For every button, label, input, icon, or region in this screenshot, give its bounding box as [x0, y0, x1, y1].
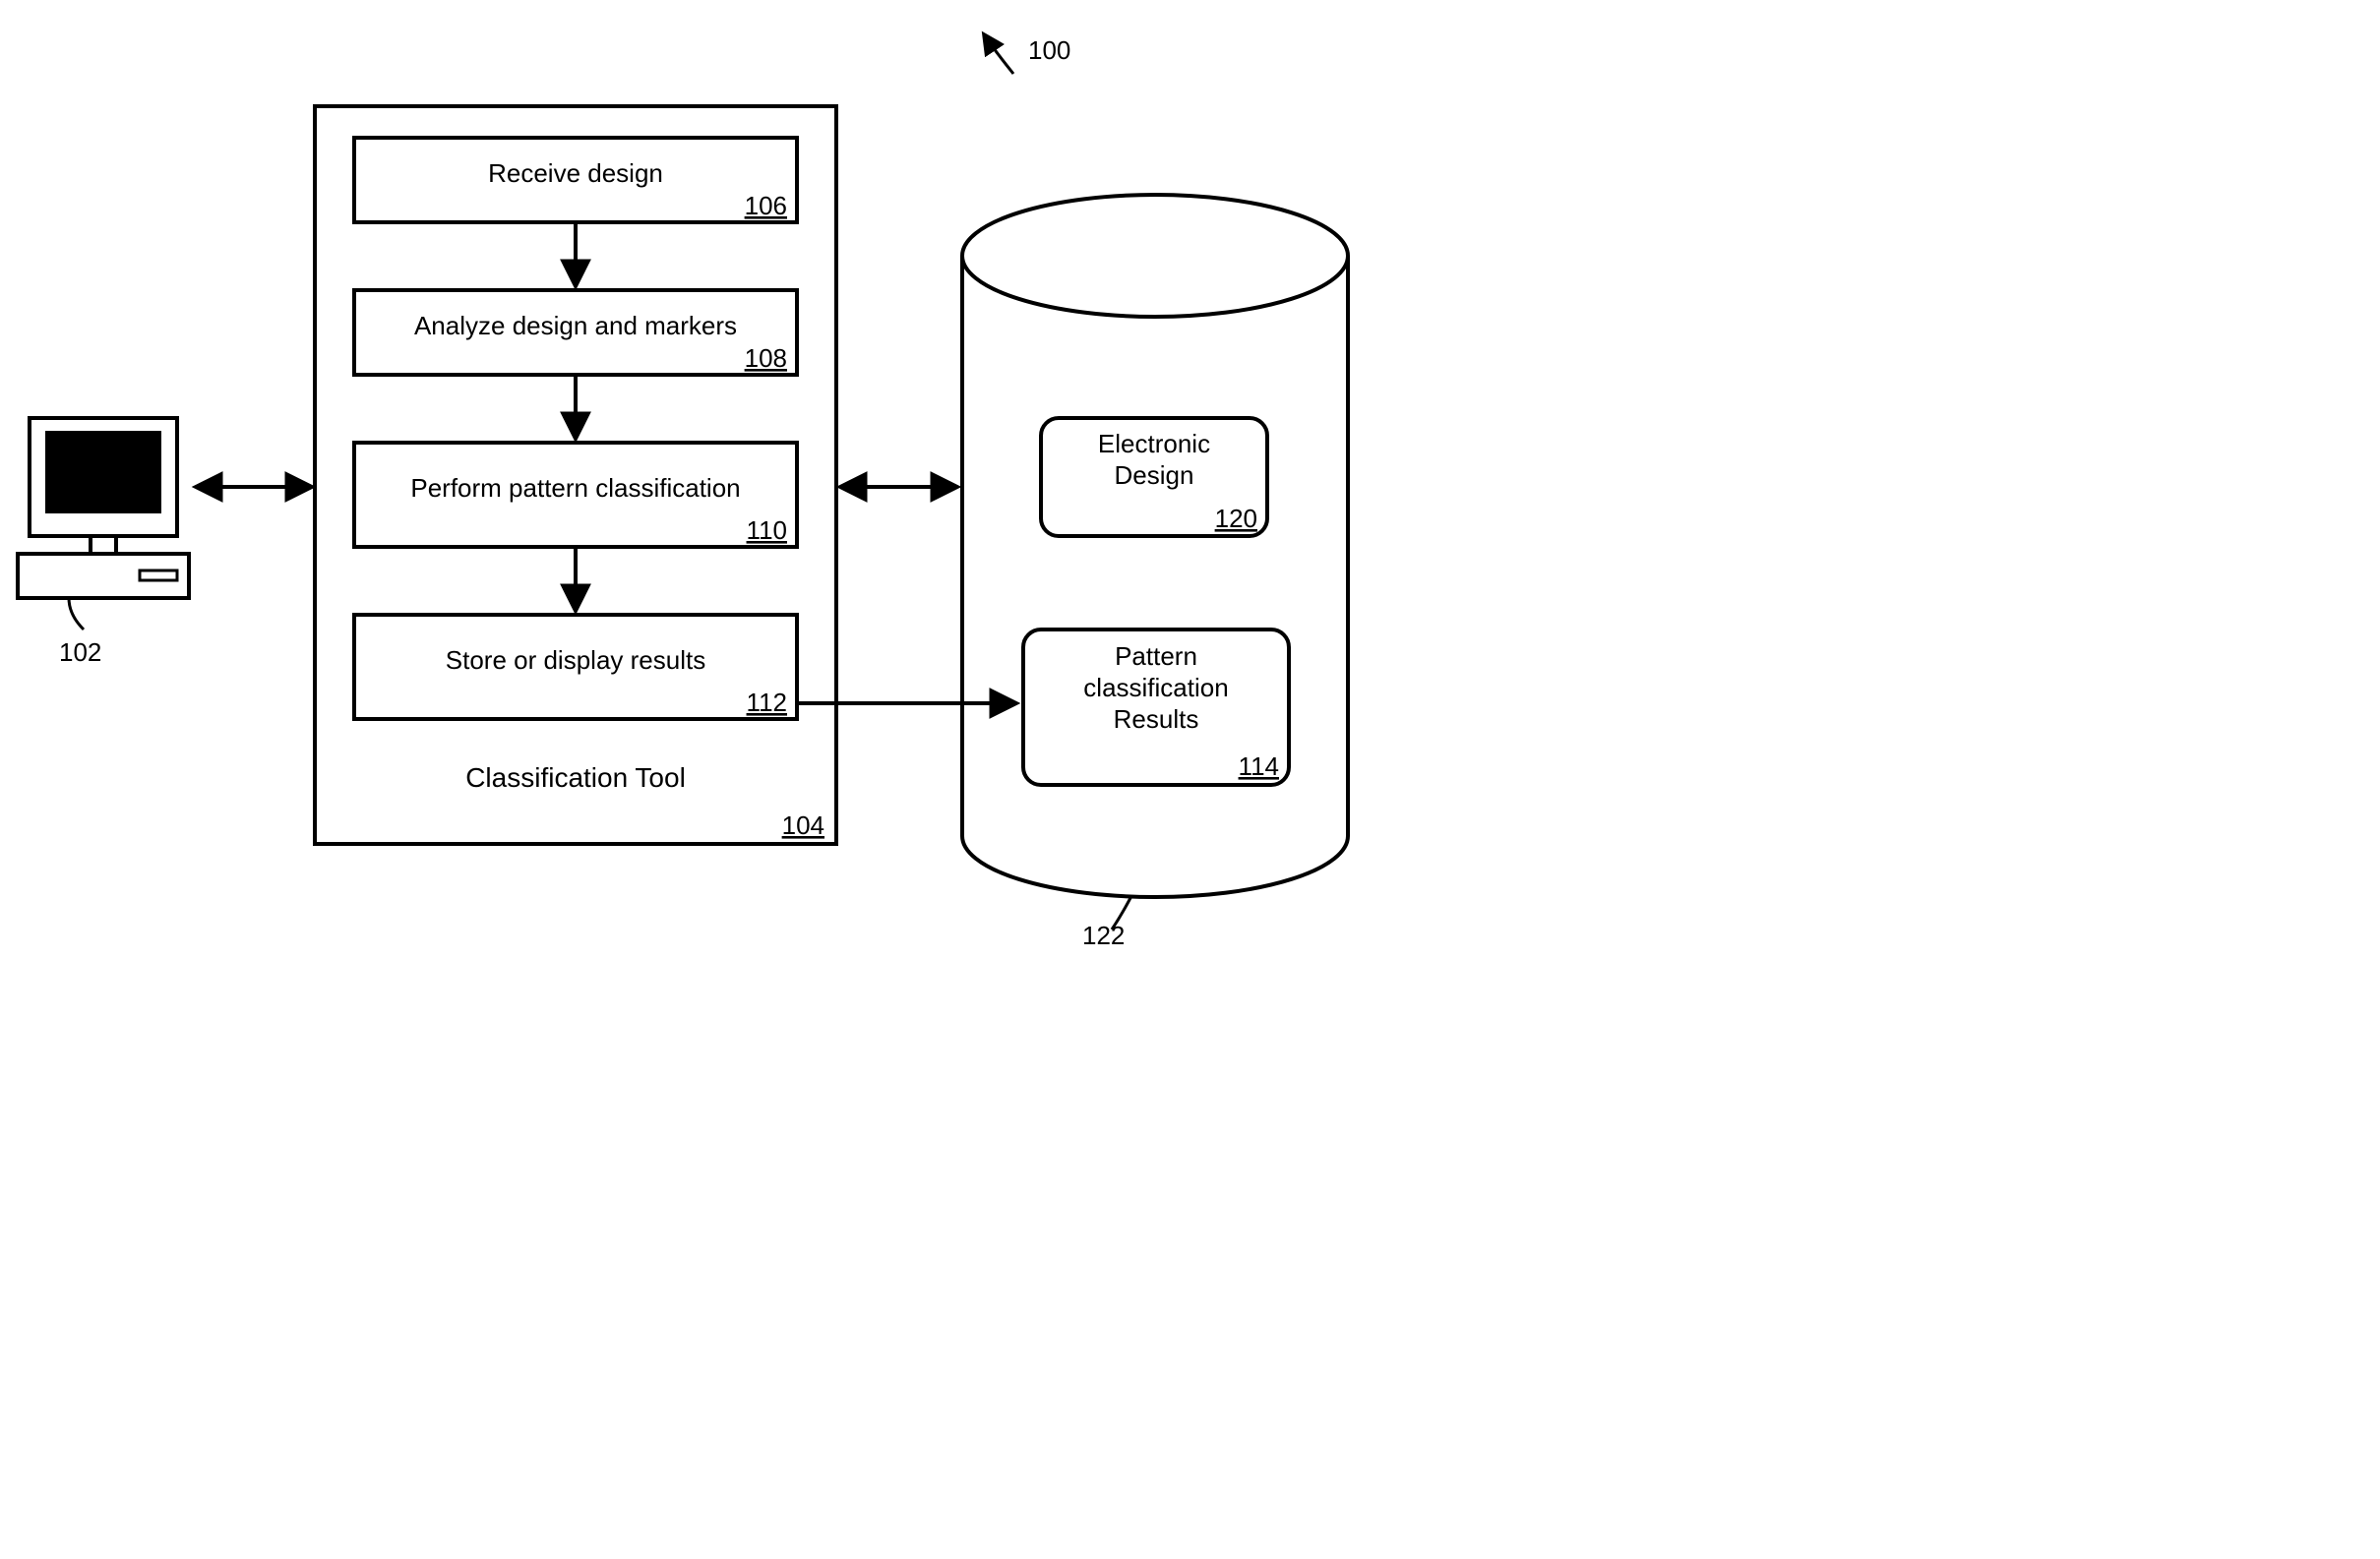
step-4-ref: 112	[747, 688, 787, 717]
patent-figure: 100 102 Receive design 106 Analyze desig…	[0, 0, 1448, 948]
step-1-ref: 106	[745, 191, 787, 220]
db-ref: 122	[1082, 921, 1125, 948]
step-2-ref: 108	[745, 343, 787, 373]
step-perform-classification: Perform pattern classification 110	[354, 443, 797, 547]
database-icon	[962, 195, 1348, 897]
db2-ref: 114	[1239, 751, 1279, 781]
step-3-label: Perform pattern classification	[410, 473, 740, 503]
db1-ref: 120	[1215, 504, 1257, 533]
db2-line2: classification	[1083, 673, 1228, 702]
computer-ref: 102	[59, 637, 101, 667]
step-4-label: Store or display results	[446, 645, 705, 675]
figure-ref-100: 100	[984, 34, 1070, 74]
db-item-pattern-results: Pattern classification Results 114	[1023, 630, 1289, 785]
step-receive-design: Receive design 106	[354, 138, 797, 222]
db1-line1: Electronic	[1098, 429, 1210, 458]
db1-line2: Design	[1115, 460, 1194, 490]
step-store-results: Store or display results 112	[354, 615, 797, 719]
tool-ref: 104	[782, 810, 824, 840]
tool-title: Classification Tool	[465, 762, 686, 793]
step-analyze-design: Analyze design and markers 108	[354, 290, 797, 375]
step-1-label: Receive design	[488, 158, 663, 188]
step-2-label: Analyze design and markers	[414, 311, 737, 340]
step-3-ref: 110	[747, 515, 787, 545]
db-item-electronic-design: Electronic Design 120	[1041, 418, 1267, 536]
db2-line1: Pattern	[1115, 641, 1197, 671]
ref-100-label: 100	[1028, 35, 1070, 65]
db2-line3: Results	[1114, 704, 1199, 734]
computer-icon	[18, 418, 189, 630]
